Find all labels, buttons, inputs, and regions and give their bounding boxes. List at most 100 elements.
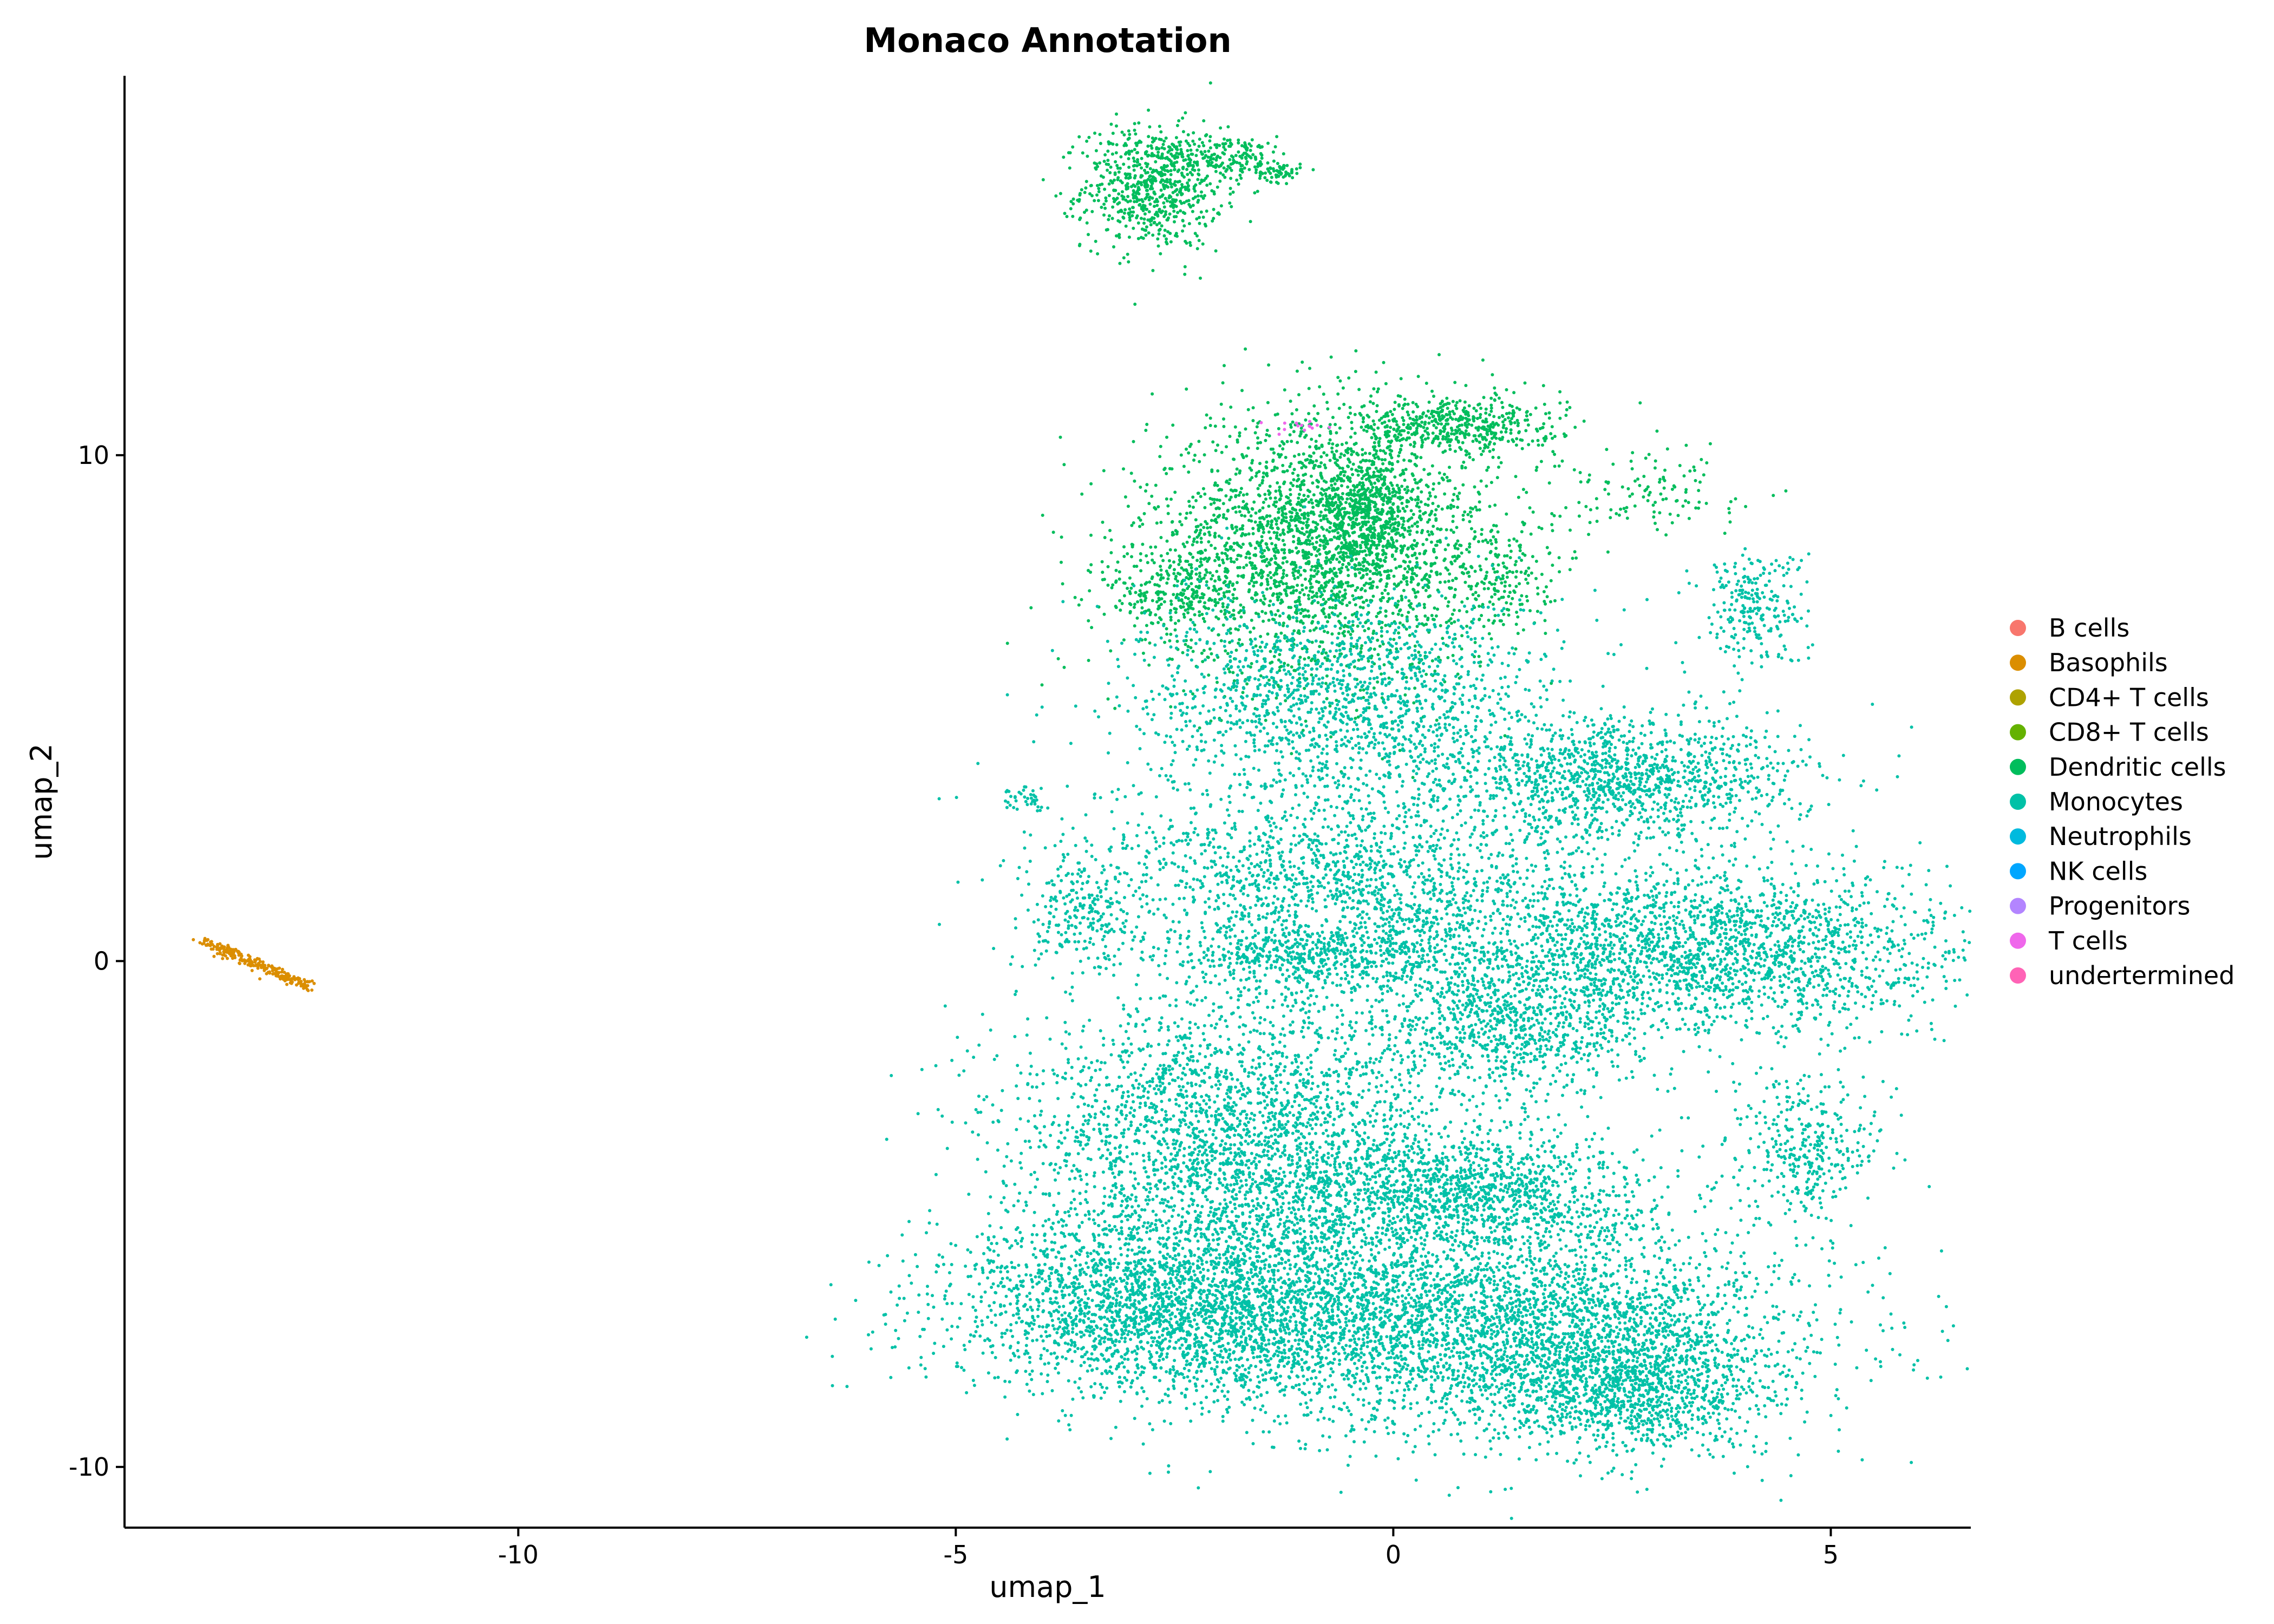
data-point xyxy=(1205,580,1208,584)
data-point xyxy=(1144,171,1148,175)
data-point xyxy=(1399,608,1402,612)
data-point xyxy=(1127,129,1131,133)
data-point xyxy=(1458,492,1461,495)
data-point xyxy=(1465,548,1469,552)
data-point xyxy=(1162,185,1166,188)
data-point xyxy=(1499,438,1502,441)
data-point xyxy=(1240,574,1244,578)
data-point xyxy=(1165,497,1168,501)
data-point xyxy=(1131,545,1134,549)
data-point xyxy=(1325,556,1328,560)
data-point xyxy=(1140,207,1143,211)
data-point xyxy=(1149,144,1153,148)
data-point xyxy=(1288,551,1292,554)
data-point xyxy=(1544,435,1547,438)
data-point xyxy=(1276,162,1279,165)
data-point xyxy=(1223,137,1226,141)
data-point xyxy=(1230,525,1234,529)
data-point xyxy=(1148,219,1152,223)
data-point xyxy=(1420,531,1423,534)
data-point xyxy=(1351,624,1355,627)
data-point xyxy=(1462,460,1466,464)
data-point xyxy=(1060,535,1063,539)
data-point xyxy=(1318,434,1322,437)
data-point xyxy=(1306,609,1310,613)
data-point xyxy=(1065,215,1069,218)
data-point xyxy=(1437,656,1440,659)
data-point xyxy=(1354,717,1357,720)
data-point xyxy=(1194,585,1198,588)
data-point xyxy=(1212,217,1216,220)
data-point xyxy=(1412,513,1415,516)
data-point xyxy=(1334,423,1337,427)
data-point xyxy=(1087,135,1091,139)
data-point xyxy=(1526,418,1530,422)
data-point xyxy=(1145,188,1148,192)
data-point xyxy=(259,966,263,970)
data-point xyxy=(1115,124,1118,128)
data-point xyxy=(1422,468,1426,472)
data-point xyxy=(1229,495,1233,499)
data-point xyxy=(1232,158,1236,162)
data-point xyxy=(1295,619,1299,623)
data-point xyxy=(1509,428,1513,432)
data-point xyxy=(1324,584,1328,587)
data-point xyxy=(1284,516,1288,520)
data-point xyxy=(1260,145,1264,149)
data-point xyxy=(1319,455,1323,459)
data-point xyxy=(1393,582,1396,586)
data-point xyxy=(1288,464,1292,468)
data-point xyxy=(1303,541,1306,545)
data-point xyxy=(1424,588,1428,592)
data-point xyxy=(1275,592,1279,596)
data-point xyxy=(1316,500,1319,503)
data-point xyxy=(1388,517,1392,521)
data-point xyxy=(1489,409,1493,413)
data-point xyxy=(1321,566,1324,570)
data-point xyxy=(1155,223,1159,227)
data-point xyxy=(1197,492,1200,495)
data-point xyxy=(1412,444,1416,448)
data-point xyxy=(1315,540,1318,544)
data-point xyxy=(1294,508,1298,512)
data-point xyxy=(1371,559,1375,563)
data-point xyxy=(1203,601,1207,605)
data-point xyxy=(1454,404,1458,408)
data-point xyxy=(1415,481,1419,485)
data-point xyxy=(1221,142,1225,146)
data-point xyxy=(1139,217,1143,220)
data-point xyxy=(1488,440,1492,444)
data-point xyxy=(1114,160,1118,163)
data-point xyxy=(1437,417,1441,421)
data-point xyxy=(1235,178,1239,182)
data-point xyxy=(1225,445,1228,449)
data-point xyxy=(1275,696,1278,700)
data-point xyxy=(1440,422,1443,426)
data-point xyxy=(1214,158,1218,162)
data-point xyxy=(1328,423,1332,427)
data-point xyxy=(1265,466,1269,470)
data-point xyxy=(1297,629,1301,633)
data-point xyxy=(1356,490,1360,494)
data-point xyxy=(1219,639,1223,643)
data-point xyxy=(1186,587,1190,591)
data-point xyxy=(1229,192,1232,196)
data-point xyxy=(1359,493,1363,496)
data-point xyxy=(297,981,300,985)
data-point xyxy=(1208,526,1212,529)
data-point xyxy=(1209,502,1213,506)
data-point xyxy=(1226,165,1230,168)
data-point xyxy=(1513,421,1517,424)
data-point xyxy=(1187,500,1191,503)
data-point xyxy=(1297,453,1301,456)
data-point xyxy=(1392,638,1396,641)
data-point xyxy=(1247,519,1251,522)
data-point xyxy=(1511,409,1515,412)
data-point xyxy=(1202,144,1206,148)
data-point xyxy=(1085,221,1089,225)
data-point xyxy=(1465,423,1468,427)
data-point xyxy=(1223,544,1227,548)
data-point xyxy=(1272,169,1276,173)
data-point xyxy=(1181,130,1185,134)
data-point xyxy=(1360,568,1364,571)
